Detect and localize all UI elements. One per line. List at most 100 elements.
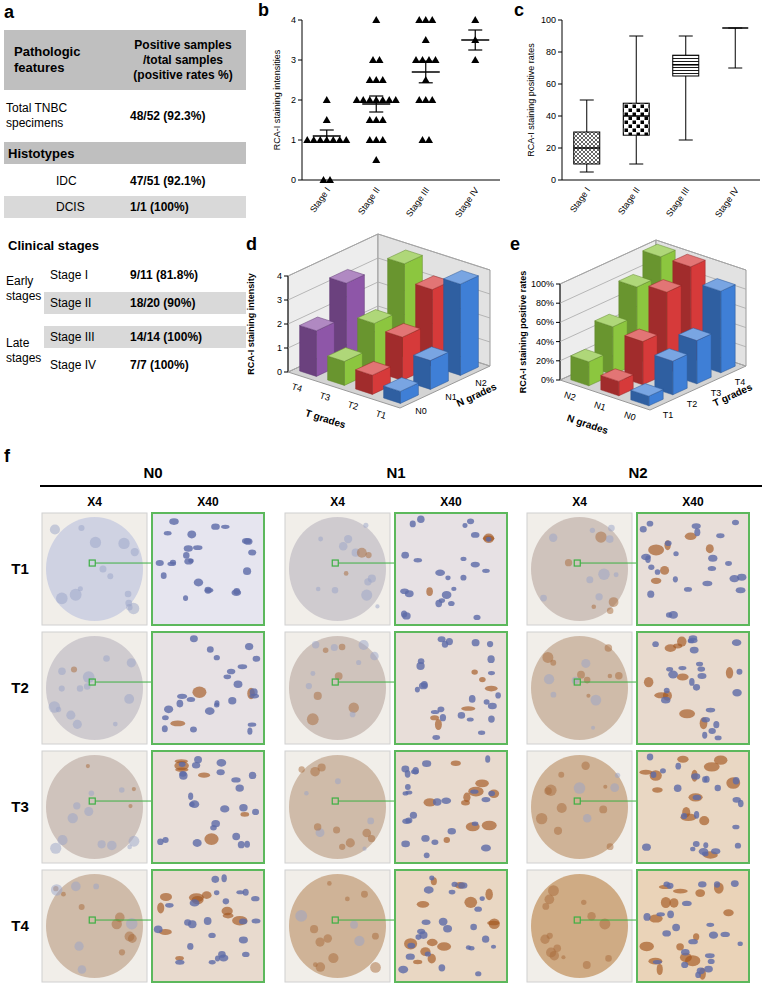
row-label: Stage III: [50, 326, 126, 348]
micrograph: [527, 870, 632, 982]
point: [372, 16, 380, 23]
texture: [363, 523, 368, 528]
texture: [345, 897, 350, 902]
nucleus: [694, 528, 700, 536]
category-label: Stage III: [404, 185, 431, 218]
stain: [240, 812, 249, 817]
texture: [58, 667, 66, 675]
nucleus: [244, 841, 250, 848]
tick-label: 100: [541, 15, 556, 25]
row-label: Stage IV: [50, 354, 126, 376]
micrograph: [395, 632, 507, 744]
y-tick: [284, 276, 288, 277]
inset-marker: [574, 560, 580, 566]
nucleus: [720, 932, 729, 937]
nucleus: [188, 558, 193, 562]
nucleus: [443, 925, 452, 932]
error-bar: [320, 130, 334, 142]
nucleus: [211, 523, 220, 529]
polygon: [300, 317, 335, 331]
tissue: [289, 874, 386, 978]
point: [342, 136, 350, 143]
nucleus: [193, 839, 202, 847]
line: [735, 28, 736, 68]
nucleus: [193, 545, 202, 550]
series-label: T1: [374, 408, 387, 421]
nucleus: [482, 936, 489, 943]
stain: [644, 677, 653, 687]
inset-connector: [580, 563, 637, 564]
nucleus: [439, 964, 446, 971]
axis-title: T grades: [304, 407, 347, 430]
error-bar: [468, 30, 482, 50]
axis-title: N grades: [455, 381, 499, 409]
micrograph: [527, 513, 632, 625]
texture: [614, 572, 619, 577]
nucleus: [672, 924, 680, 931]
bar: [444, 270, 479, 375]
micrograph: [285, 632, 390, 744]
texture: [324, 934, 332, 942]
nucleus: [674, 784, 682, 791]
nucleus: [697, 673, 706, 679]
texture: [332, 587, 338, 593]
texture: [339, 542, 348, 551]
nucleus: [190, 727, 197, 733]
tick-label: 0: [277, 367, 282, 377]
nucleus: [702, 732, 707, 739]
polygon: [386, 323, 421, 337]
micrograph: [152, 870, 264, 982]
magnification: X40: [197, 495, 219, 509]
texture: [598, 569, 610, 581]
row-value: 14/14 (100%): [130, 326, 246, 348]
point: [392, 96, 400, 103]
nucleus: [209, 960, 216, 964]
inset-frame: [152, 751, 264, 863]
y-axis: [562, 20, 563, 180]
nucleus: [706, 923, 714, 927]
polygon: [460, 276, 478, 376]
whisker-low: [679, 76, 693, 140]
nucleus: [419, 683, 428, 690]
y-tick: [558, 20, 562, 21]
nucleus: [162, 837, 168, 843]
nucleus: [652, 641, 659, 647]
nucleus: [472, 822, 479, 826]
texture: [545, 785, 556, 796]
texture: [314, 692, 322, 700]
nucleus: [645, 555, 650, 563]
nucleus: [238, 664, 248, 669]
magnification: X4: [572, 495, 587, 509]
nucleus: [660, 768, 666, 773]
texture: [131, 548, 139, 556]
texture: [339, 644, 346, 651]
y-tick: [556, 322, 560, 323]
texture: [125, 591, 132, 598]
nucleus: [188, 920, 197, 928]
micrograph: [42, 870, 147, 982]
nucleus: [190, 800, 200, 808]
nucleus: [732, 520, 739, 526]
nucleus: [194, 756, 202, 763]
micrograph-high: [152, 870, 264, 982]
series-label: N1: [593, 400, 607, 413]
y-tick: [556, 380, 560, 381]
tick-label: 3: [277, 295, 282, 305]
point: [428, 16, 436, 23]
texture: [307, 713, 319, 725]
nucleus: [410, 521, 416, 528]
nucleus: [711, 848, 720, 854]
line: [419, 82, 433, 83]
inset-connector: [338, 563, 395, 564]
nucleus: [656, 912, 664, 916]
polygon: [300, 325, 317, 376]
stain: [463, 793, 470, 803]
texture: [599, 805, 607, 813]
axis-title: N grades: [566, 412, 610, 436]
nucleus: [214, 655, 220, 660]
stain: [475, 779, 489, 787]
nucleus: [460, 575, 466, 581]
stain: [704, 762, 720, 771]
texture: [591, 604, 596, 609]
nucleus: [190, 899, 200, 906]
